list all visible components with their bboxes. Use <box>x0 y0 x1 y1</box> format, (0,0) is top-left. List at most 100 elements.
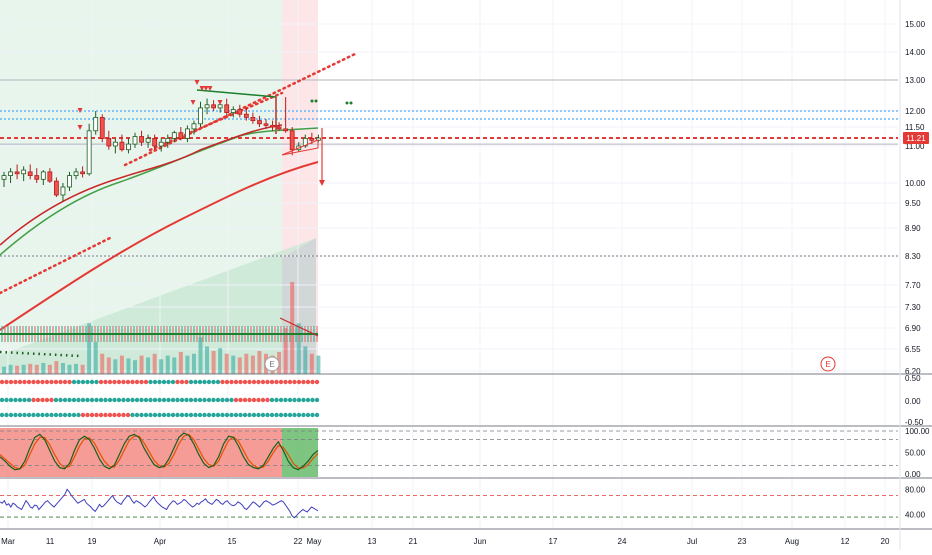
band-dot <box>62 397 68 403</box>
candle-body <box>27 171 33 176</box>
band-dot <box>143 412 149 418</box>
time-axis-tick-label: Apr <box>154 537 167 546</box>
band-dot <box>89 379 95 385</box>
band-dot <box>89 412 95 418</box>
band-dot <box>233 412 239 418</box>
band-dot <box>269 379 275 385</box>
price-axis-tick-label: 9.50 <box>905 199 921 208</box>
stochastic-bear-zone <box>0 428 282 477</box>
band-dot <box>8 397 14 403</box>
band-dot <box>31 412 36 418</box>
band-dot <box>296 412 302 418</box>
signal-arrow-icon <box>77 108 83 113</box>
band-dot <box>112 397 117 403</box>
band-dot <box>175 397 180 403</box>
band-dot <box>314 397 320 403</box>
volume-bar <box>296 323 301 374</box>
band-dot <box>103 397 108 403</box>
volume-bar <box>8 364 13 374</box>
volume-bar <box>60 362 65 374</box>
band-dot <box>197 412 203 418</box>
band-dot <box>89 397 95 403</box>
band-dot <box>256 412 261 418</box>
band-dot <box>53 379 59 385</box>
band-dot <box>260 397 266 403</box>
ma-red-fast-line <box>0 124 283 246</box>
candle-body <box>106 137 112 147</box>
band-dot <box>256 379 261 385</box>
candle-body <box>99 117 105 139</box>
band-dot <box>44 412 50 418</box>
candle-body <box>171 132 177 139</box>
band-dot <box>179 379 185 385</box>
band-dot <box>22 412 27 418</box>
band-dot <box>98 379 104 385</box>
volume-bar <box>133 360 137 374</box>
volume-bar <box>218 348 223 374</box>
time-axis-tick-label: Jun <box>474 537 487 546</box>
band-dot <box>310 397 315 403</box>
time-axis-tick-label: 15 <box>228 537 237 546</box>
band-dot <box>103 412 108 418</box>
band-dot <box>161 379 167 385</box>
price-axis-tick-label: 11.50 <box>905 123 925 132</box>
volume-bar <box>2 366 6 374</box>
band-dot <box>233 379 239 385</box>
band-dot <box>247 379 252 385</box>
band-dot <box>287 379 293 385</box>
candle-body <box>224 104 230 114</box>
band-dot <box>4 397 9 403</box>
band-dot <box>152 379 158 385</box>
candle-body <box>73 171 79 176</box>
band-dot <box>125 379 131 385</box>
volume-bar <box>205 346 210 374</box>
band-dot <box>94 412 99 418</box>
band-dot <box>98 397 104 403</box>
candle-body <box>178 132 184 139</box>
candle-body <box>54 180 59 196</box>
band-dot <box>116 397 122 403</box>
band-dot <box>206 397 212 403</box>
volume-bar <box>106 357 111 374</box>
last-price-label: 11.21 <box>906 134 926 143</box>
band-dot <box>49 412 54 418</box>
volume-bar <box>290 282 295 374</box>
volume-bar <box>139 355 144 374</box>
ma-red-slow-line <box>0 161 319 331</box>
trend-channel-mid-line <box>148 91 284 152</box>
volume-bar <box>198 337 203 374</box>
volume-bar <box>165 355 170 374</box>
volume-bar <box>211 351 216 374</box>
price-axis-tick-label: 6.90 <box>905 324 921 333</box>
band-dot <box>166 379 171 385</box>
band-dot <box>53 397 59 403</box>
band-dot <box>62 412 68 418</box>
signal-dot <box>349 101 353 105</box>
band-dot <box>274 379 279 385</box>
price-axis-tick-label: 11.00 <box>905 142 925 151</box>
band-dot <box>238 379 243 385</box>
band-dot <box>301 397 306 403</box>
candle-body <box>14 171 20 175</box>
band-dot <box>17 412 23 418</box>
volume-bar <box>74 363 79 374</box>
candle-body <box>250 117 256 122</box>
band-dot <box>71 379 77 385</box>
volume-bar <box>237 357 242 374</box>
candle-body <box>152 137 158 147</box>
band-dot <box>13 379 18 385</box>
band-dot <box>44 379 50 385</box>
band-axis-tick-label: 0.50 <box>905 374 921 383</box>
volume-bar <box>257 351 262 374</box>
band-dot <box>134 397 140 403</box>
band-dot <box>49 379 54 385</box>
band-dot <box>184 412 189 418</box>
candle-body <box>230 109 236 113</box>
band-dot <box>287 397 293 403</box>
price-axis-tick-label: 7.70 <box>905 281 921 290</box>
band-dot <box>247 412 252 418</box>
band-dot <box>35 412 41 418</box>
band-dot <box>206 412 212 418</box>
